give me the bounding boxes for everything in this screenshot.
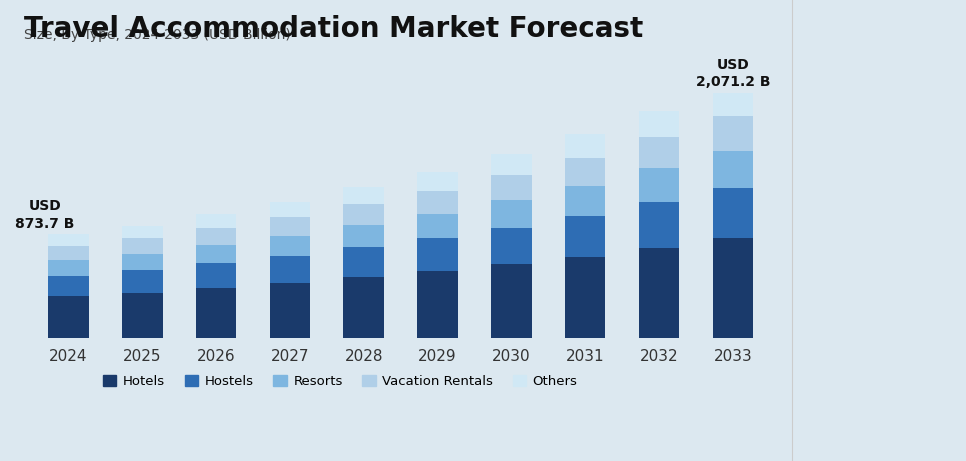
Bar <box>565 257 606 337</box>
Bar <box>344 247 384 277</box>
Bar <box>491 264 531 337</box>
Bar <box>417 214 458 238</box>
Bar <box>565 186 606 216</box>
Bar <box>344 187 384 204</box>
Bar <box>48 234 89 246</box>
Bar <box>270 236 310 256</box>
Bar <box>565 134 606 158</box>
Text: Size, By Type, 2024-2033 (USD Billion): Size, By Type, 2024-2033 (USD Billion) <box>24 28 291 42</box>
Bar <box>713 151 753 188</box>
Bar <box>713 93 753 116</box>
Bar <box>639 111 679 137</box>
Bar <box>196 263 237 288</box>
Bar <box>122 238 162 254</box>
Bar <box>344 277 384 337</box>
Bar <box>344 225 384 247</box>
Bar <box>196 245 237 263</box>
Bar <box>122 225 162 238</box>
Text: USD
873.7 B: USD 873.7 B <box>15 200 74 230</box>
Bar <box>270 202 310 217</box>
Bar <box>417 172 458 191</box>
Bar <box>270 217 310 236</box>
Bar <box>565 158 606 186</box>
Bar <box>565 216 606 257</box>
Bar <box>491 175 531 201</box>
Bar <box>417 238 458 272</box>
Bar <box>713 188 753 238</box>
Bar <box>639 137 679 168</box>
Bar <box>48 246 89 260</box>
Bar <box>639 248 679 337</box>
Bar <box>122 293 162 337</box>
Text: USD
2,071.2 B: USD 2,071.2 B <box>696 58 770 89</box>
Bar <box>713 238 753 337</box>
Legend: Hotels, Hostels, Resorts, Vacation Rentals, Others: Hotels, Hostels, Resorts, Vacation Renta… <box>98 370 582 394</box>
Bar <box>639 202 679 248</box>
Text: Travel Accommodation Market Forecast: Travel Accommodation Market Forecast <box>24 15 643 43</box>
Bar <box>491 154 531 175</box>
Bar <box>417 272 458 337</box>
Bar <box>196 228 237 245</box>
Bar <box>344 204 384 225</box>
Bar <box>196 288 237 337</box>
Bar <box>48 296 89 337</box>
Bar <box>713 116 753 151</box>
Bar <box>122 254 162 270</box>
Bar <box>48 276 89 296</box>
Bar <box>491 228 531 264</box>
Bar <box>417 191 458 214</box>
Bar <box>639 168 679 202</box>
Bar <box>48 260 89 276</box>
Bar <box>196 214 237 228</box>
Bar <box>270 256 310 283</box>
Bar <box>270 283 310 337</box>
Bar <box>122 270 162 293</box>
Bar <box>491 201 531 228</box>
